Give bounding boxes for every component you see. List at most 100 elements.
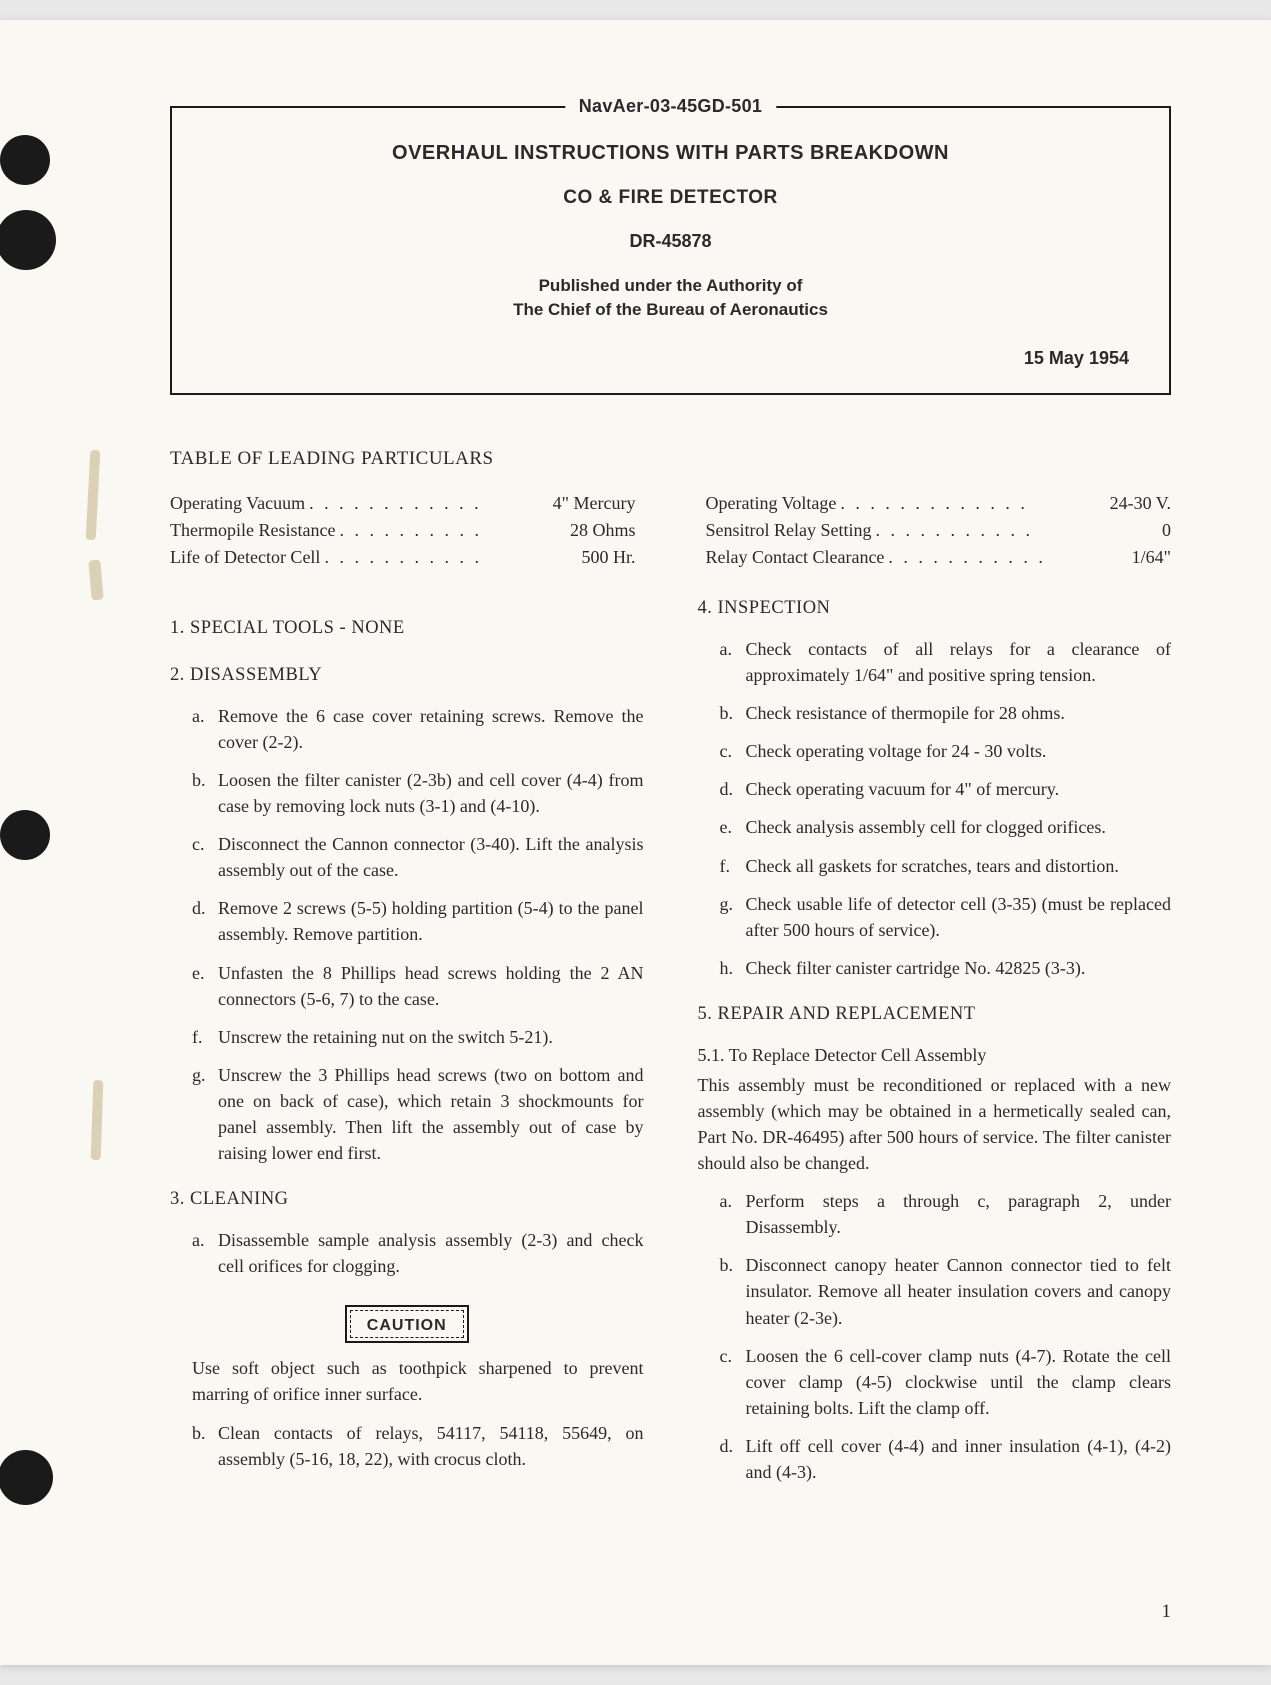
item-letter: c. (720, 738, 746, 764)
item-letter: c. (192, 831, 218, 883)
punch-hole (0, 1450, 53, 1505)
item-text: Remove the 6 case cover retaining screws… (218, 703, 644, 755)
item-text: Check resistance of thermopile for 28 oh… (746, 700, 1172, 726)
caution-text: Use soft object such as toothpick sharpe… (170, 1355, 644, 1407)
particular-label: Operating Vacuum (170, 490, 305, 517)
list-item: e.Check analysis assembly cell for clogg… (698, 814, 1172, 840)
particular-row: Relay Contact Clearance . . . . . . . . … (706, 544, 1172, 571)
item-text: Loosen the 6 cell-cover clamp nuts (4-7)… (746, 1343, 1172, 1421)
list-item: a.Disassemble sample analysis assembly (… (170, 1227, 644, 1279)
item-text: Loosen the filter canister (2-3b) and ce… (218, 767, 644, 819)
leader-dots: . . . . . . . . . . . (884, 544, 1131, 571)
particular-label: Sensitrol Relay Setting (706, 517, 872, 544)
particular-value: 24-30 V. (1110, 490, 1171, 517)
section-5-items: a.Perform steps a through c, paragraph 2… (698, 1188, 1172, 1485)
list-item: c.Check operating voltage for 24 - 30 vo… (698, 738, 1172, 764)
list-item: e.Unfasten the 8 Phillips head screws ho… (170, 960, 644, 1012)
list-item: c.Disconnect the Cannon connector (3-40)… (170, 831, 644, 883)
section-1-heading: 1. SPECIAL TOOLS - NONE (170, 615, 644, 642)
item-text: Check contacts of all relays for a clear… (746, 636, 1172, 688)
page-number: 1 (1162, 1601, 1172, 1623)
list-item: g.Check usable life of detector cell (3-… (698, 891, 1172, 943)
item-text: Clean contacts of relays, 54117, 54118, … (218, 1420, 644, 1472)
item-text: Disassemble sample analysis assembly (2-… (218, 1227, 644, 1279)
scan-artifact (86, 450, 101, 540)
item-letter: d. (192, 895, 218, 947)
particulars-left-col: Operating Vacuum . . . . . . . . . . . .… (170, 490, 636, 571)
leader-dots: . . . . . . . . . . . (872, 517, 1163, 544)
list-item: d.Remove 2 screws (5-5) holding partitio… (170, 895, 644, 947)
list-item: f.Check all gaskets for scratches, tears… (698, 853, 1172, 879)
item-letter: d. (720, 776, 746, 802)
list-item: f.Unscrew the retaining nut on the switc… (170, 1024, 644, 1050)
item-text: Check filter canister cartridge No. 4282… (746, 955, 1172, 981)
scan-artifact (91, 1080, 104, 1160)
particular-value: 500 Hr. (582, 544, 636, 571)
content-area: TABLE OF LEADING PARTICULARS Operating V… (170, 445, 1171, 1498)
title-frame: NavAer-03-45GD-501 OVERHAUL INSTRUCTIONS… (170, 106, 1171, 395)
list-item: d.Lift off cell cover (4-4) and inner in… (698, 1433, 1172, 1485)
left-column: 1. SPECIAL TOOLS - NONE 2. DISASSEMBLY a… (170, 595, 644, 1497)
item-text: Perform steps a through c, paragraph 2, … (746, 1188, 1172, 1240)
caution-box: CAUTION (345, 1305, 469, 1343)
item-letter: c. (720, 1343, 746, 1421)
section-4-body: a.Check contacts of all relays for a cle… (698, 636, 1172, 981)
item-text: Lift off cell cover (4-4) and inner insu… (746, 1433, 1172, 1485)
punch-hole (0, 135, 50, 185)
punch-hole (0, 210, 56, 270)
particular-row: Operating Voltage . . . . . . . . . . . … (706, 490, 1172, 517)
leader-dots: . . . . . . . . . . . (320, 544, 581, 571)
punch-hole (0, 810, 50, 860)
leader-dots: . . . . . . . . . . (335, 517, 570, 544)
list-item: d.Check operating vacuum for 4" of mercu… (698, 776, 1172, 802)
item-letter: f. (720, 853, 746, 879)
item-letter: g. (192, 1062, 218, 1166)
caution-container: CAUTION (170, 1291, 644, 1355)
authority-text-2: The Chief of the Bureau of Aeronautics (513, 300, 828, 319)
particular-label: Relay Contact Clearance (706, 544, 885, 571)
particulars-right-col: Operating Voltage . . . . . . . . . . . … (706, 490, 1172, 571)
item-text: Disconnect the Cannon connector (3-40). … (218, 831, 644, 883)
item-text: Check analysis assembly cell for clogged… (746, 814, 1172, 840)
right-column: 4. INSPECTION a.Check contacts of all re… (698, 595, 1172, 1497)
section-3-body: a.Disassemble sample analysis assembly (… (170, 1227, 644, 1472)
document-title: OVERHAUL INSTRUCTIONS WITH PARTS BREAKDO… (202, 142, 1139, 165)
particular-label: Thermopile Resistance (170, 517, 335, 544)
particular-value: 28 Ohms (570, 517, 636, 544)
particulars-table: Operating Vacuum . . . . . . . . . . . .… (170, 490, 1171, 571)
item-text: Check usable life of detector cell (3-35… (746, 891, 1172, 943)
authority-text-1: Published under the Authority of (539, 276, 803, 295)
document-page: NavAer-03-45GD-501 OVERHAUL INSTRUCTIONS… (0, 20, 1271, 1665)
scan-artifact (88, 560, 103, 601)
publication-date: 15 May 1954 (202, 348, 1139, 369)
list-item: b.Clean contacts of relays, 54117, 54118… (170, 1420, 644, 1472)
part-number: DR-45878 (202, 231, 1139, 252)
leader-dots: . . . . . . . . . . . . (305, 490, 553, 517)
item-letter: a. (192, 1227, 218, 1279)
particular-row: Sensitrol Relay Setting . . . . . . . . … (706, 517, 1172, 544)
item-letter: f. (192, 1024, 218, 1050)
item-text: Remove 2 screws (5-5) holding partition … (218, 895, 644, 947)
list-item: b.Loosen the filter canister (2-3b) and … (170, 767, 644, 819)
item-letter: a. (720, 636, 746, 688)
item-letter: b. (192, 1420, 218, 1472)
item-letter: a. (720, 1188, 746, 1240)
item-letter: e. (720, 814, 746, 840)
particular-label: Operating Voltage (706, 490, 837, 517)
item-letter: b. (720, 700, 746, 726)
two-column-layout: 1. SPECIAL TOOLS - NONE 2. DISASSEMBLY a… (170, 595, 1171, 1497)
particular-row: Life of Detector Cell . . . . . . . . . … (170, 544, 636, 571)
particular-value: 4" Mercury (553, 490, 636, 517)
item-text: Unfasten the 8 Phillips head screws hold… (218, 960, 644, 1012)
section-5-1-heading: 5.1. To Replace Detector Cell Assembly (698, 1042, 1172, 1068)
item-text: Check operating voltage for 24 - 30 volt… (746, 738, 1172, 764)
item-text: Check all gaskets for scratches, tears a… (746, 853, 1172, 879)
item-text: Check operating vacuum for 4" of mercury… (746, 776, 1172, 802)
item-letter: h. (720, 955, 746, 981)
section-2-body: a.Remove the 6 case cover retaining scre… (170, 703, 644, 1166)
particular-row: Operating Vacuum . . . . . . . . . . . .… (170, 490, 636, 517)
section-2-heading: 2. DISASSEMBLY (170, 662, 644, 689)
item-letter: a. (192, 703, 218, 755)
item-letter: b. (192, 767, 218, 819)
particular-label: Life of Detector Cell (170, 544, 320, 571)
